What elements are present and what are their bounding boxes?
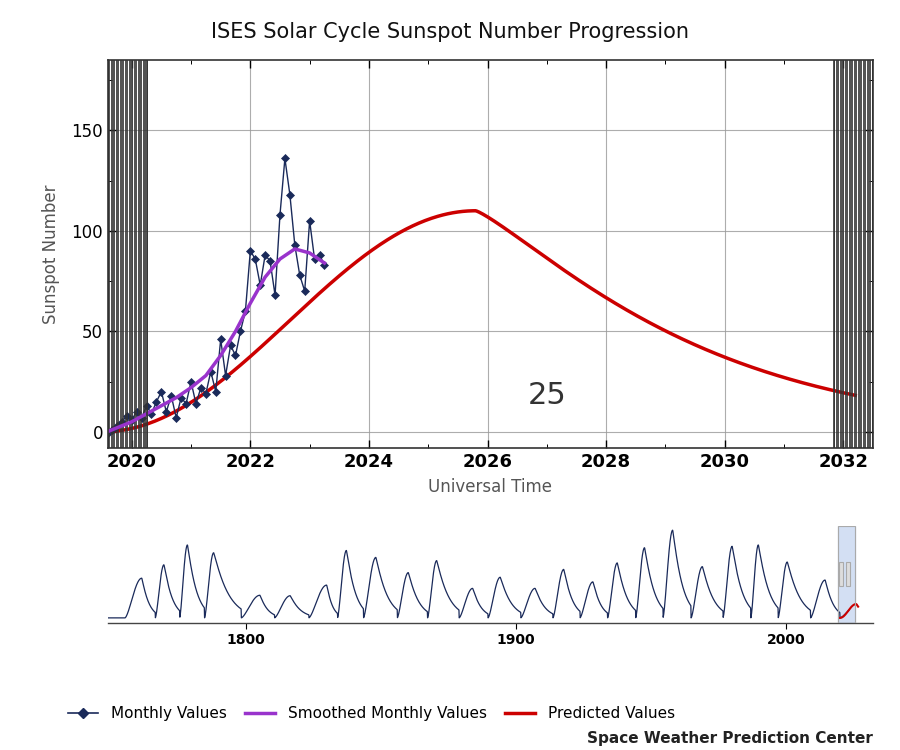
Bar xyxy=(838,526,855,622)
Y-axis label: Sunspot Number: Sunspot Number xyxy=(42,184,60,324)
Text: ISES Solar Cycle Sunspot Number Progression: ISES Solar Cycle Sunspot Number Progress… xyxy=(211,22,689,43)
Bar xyxy=(846,562,850,586)
X-axis label: Universal Time: Universal Time xyxy=(428,478,553,496)
Text: Space Weather Prediction Center: Space Weather Prediction Center xyxy=(587,731,873,746)
Bar xyxy=(838,526,855,622)
Bar xyxy=(839,562,843,586)
Legend: Monthly Values, Smoothed Monthly Values, Predicted Values: Monthly Values, Smoothed Monthly Values,… xyxy=(61,700,681,727)
Text: 25: 25 xyxy=(527,381,566,410)
